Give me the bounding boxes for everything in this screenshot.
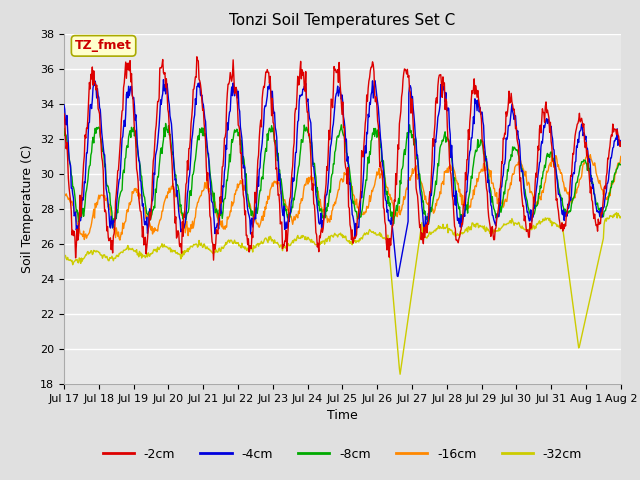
X-axis label: Time: Time — [327, 409, 358, 422]
Y-axis label: Soil Temperature (C): Soil Temperature (C) — [22, 144, 35, 273]
Title: Tonzi Soil Temperatures Set C: Tonzi Soil Temperatures Set C — [229, 13, 456, 28]
Text: TZ_fmet: TZ_fmet — [75, 39, 132, 52]
Legend: -2cm, -4cm, -8cm, -16cm, -32cm: -2cm, -4cm, -8cm, -16cm, -32cm — [97, 443, 588, 466]
